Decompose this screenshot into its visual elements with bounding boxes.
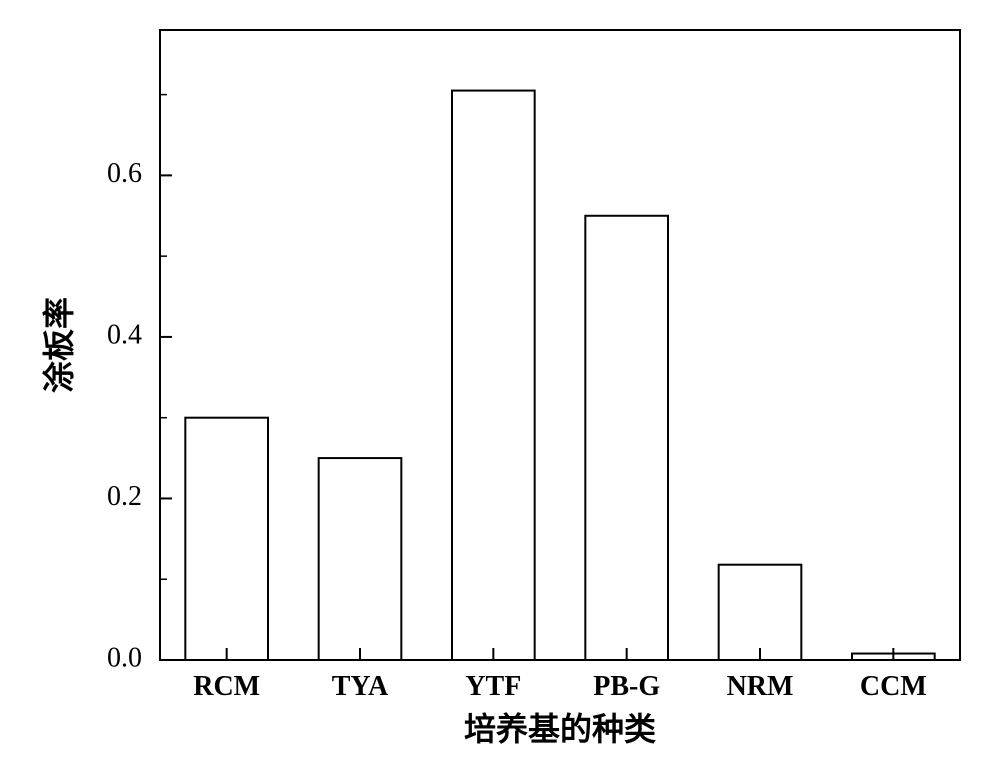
x-axis-label: 培养基的种类 (464, 711, 656, 747)
xtick-label: CCM (860, 671, 927, 702)
ytick-label: 0.4 (107, 319, 142, 350)
xtick-label: PB-G (593, 671, 660, 702)
bar (585, 216, 668, 660)
bar (452, 91, 535, 660)
bar (719, 565, 802, 660)
ytick-label: 0.6 (107, 158, 142, 189)
chart-container: 0.0 0.2 0.4 0.6 RCM TYA YTF PB-G NRM CCM 涂板率培养基的种类 (0, 0, 1000, 775)
ytick-label: 0.0 (107, 642, 142, 673)
xtick-label: TYA (332, 671, 389, 702)
bar (319, 458, 402, 660)
y-axis-label: 涂板率 (41, 297, 77, 393)
bar (185, 418, 268, 660)
xtick-label: NRM (727, 671, 794, 702)
ytick-label: 0.2 (107, 481, 142, 512)
bar-chart: 0.0 0.2 0.4 0.6 RCM TYA YTF PB-G NRM CCM 涂板率培养基的种类 (0, 0, 1000, 775)
xtick-label: YTF (465, 671, 521, 702)
xtick-label: RCM (193, 671, 260, 702)
